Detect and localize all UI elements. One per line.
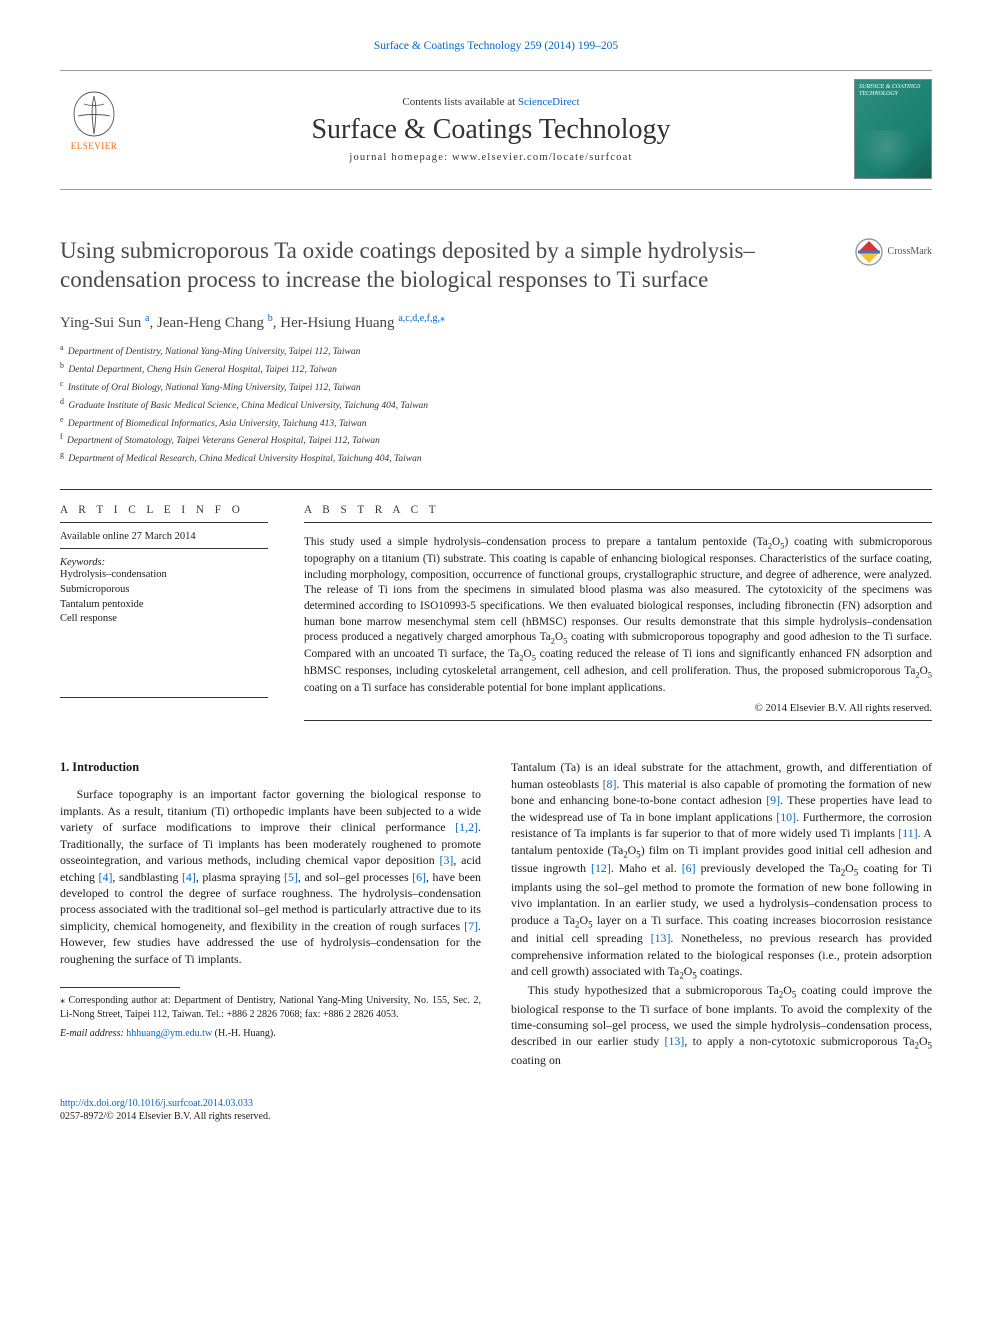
abstract-label: A B S T R A C T xyxy=(304,504,932,516)
intro-paragraph-2: Tantalum (Ta) is an ideal substrate for … xyxy=(511,759,932,981)
affiliation-d: d Graduate Institute of Basic Medical Sc… xyxy=(60,396,932,414)
issn-copyright-line: 0257-8972/© 2014 Elsevier B.V. All right… xyxy=(60,1111,270,1122)
contents-prefix: Contents lists available at xyxy=(402,96,517,108)
homepage-url: www.elsevier.com/locate/surfcoat xyxy=(452,152,633,163)
email-author-name: (H.-H. Huang). xyxy=(215,1028,276,1039)
sciencedirect-link[interactable]: ScienceDirect xyxy=(518,96,580,108)
top-citation: Surface & Coatings Technology 259 (2014)… xyxy=(60,40,932,52)
affiliation-a: a Department of Dentistry, National Yang… xyxy=(60,342,932,360)
divider xyxy=(60,522,268,523)
intro-paragraph-3: This study hypothesized that a submicrop… xyxy=(511,982,932,1069)
affiliation-b: b Dental Department, Cheng Hsin General … xyxy=(60,360,932,378)
cover-caption: SURFACE & COATINGS TECHNOLOGY xyxy=(859,84,920,97)
email-footnote: E-mail address: hhhuang@ym.edu.tw (H.-H.… xyxy=(60,1027,481,1041)
crossmark-badge[interactable]: CrossMark xyxy=(854,237,932,267)
abstract-copyright: © 2014 Elsevier B.V. All rights reserved… xyxy=(304,702,932,714)
email-link[interactable]: hhhuang@ym.edu.tw xyxy=(126,1028,212,1039)
keyword: Cell response xyxy=(60,612,268,627)
crossmark-label: CrossMark xyxy=(888,246,932,257)
affiliation-e: e Department of Biomedical Informatics, … xyxy=(60,414,932,432)
affiliations: a Department of Dentistry, National Yang… xyxy=(60,342,932,467)
author-3: Her-Hsiung Huang a,c,d,e,f,g,⁎ xyxy=(280,315,445,331)
abstract-text: This study used a simple hydrolysis–cond… xyxy=(304,535,932,696)
available-online-line: Available online 27 March 2014 xyxy=(60,531,268,542)
footnote-separator xyxy=(60,987,180,988)
corresponding-footnote: ⁎ Corresponding author at: Department of… xyxy=(60,994,481,1021)
affiliation-f: f Department of Stomatology, Taipei Vete… xyxy=(60,431,932,449)
corr-text: Corresponding author at: Department of D… xyxy=(60,995,481,1020)
divider xyxy=(60,697,268,698)
page-footer: http://dx.doi.org/10.1016/j.surfcoat.201… xyxy=(60,1097,932,1124)
homepage-prefix: journal homepage: xyxy=(349,152,452,163)
info-abstract-row: A R T I C L E I N F O Available online 2… xyxy=(60,490,932,729)
keyword: Submicroporous xyxy=(60,583,268,598)
divider xyxy=(304,720,932,721)
keyword: Tantalum pentoxide xyxy=(60,598,268,613)
email-label: E-mail address: xyxy=(60,1028,124,1039)
article-info-label: A R T I C L E I N F O xyxy=(60,504,268,516)
author-2: Jean-Heng Chang b xyxy=(157,315,273,331)
header-center: Contents lists available at ScienceDirec… xyxy=(142,79,840,179)
keywords-list: Hydrolysis–condensation Submicroporous T… xyxy=(60,568,268,627)
section-heading-intro: 1. Introduction xyxy=(60,759,481,776)
keywords-label: Keywords: xyxy=(60,557,268,568)
citation-link[interactable]: Surface & Coatings Technology 259 (2014)… xyxy=(374,40,618,52)
article-title: Using submicroporous Ta oxide coatings d… xyxy=(60,236,932,295)
authors-line: Ying-Sui Sun a, Jean-Heng Chang b, Her-H… xyxy=(60,313,932,332)
abstract-column: A B S T R A C T This study used a simple… xyxy=(304,490,932,729)
author-1: Ying-Sui Sun a xyxy=(60,315,149,331)
corr-marker: ⁎ xyxy=(60,995,65,1006)
affiliation-c: c Institute of Oral Biology, National Ya… xyxy=(60,378,932,396)
journal-cover-thumbnail: SURFACE & COATINGS TECHNOLOGY xyxy=(854,79,932,179)
crossmark-icon xyxy=(854,237,884,267)
doi-link[interactable]: http://dx.doi.org/10.1016/j.surfcoat.201… xyxy=(60,1098,253,1109)
keyword: Hydrolysis–condensation xyxy=(60,568,268,583)
divider xyxy=(304,522,932,523)
journal-header: ELSEVIER Contents lists available at Sci… xyxy=(60,70,932,190)
publisher-name: ELSEVIER xyxy=(71,141,118,151)
article-info-column: A R T I C L E I N F O Available online 2… xyxy=(60,490,268,729)
journal-title: Surface & Coatings Technology xyxy=(142,114,840,146)
intro-paragraph-1: Surface topography is an important facto… xyxy=(60,786,481,967)
affiliation-g: g Department of Medical Research, China … xyxy=(60,449,932,467)
elsevier-logo: ELSEVIER xyxy=(60,79,128,157)
divider xyxy=(60,548,268,549)
article-body: 1. Introduction Surface topography is an… xyxy=(60,759,932,1068)
